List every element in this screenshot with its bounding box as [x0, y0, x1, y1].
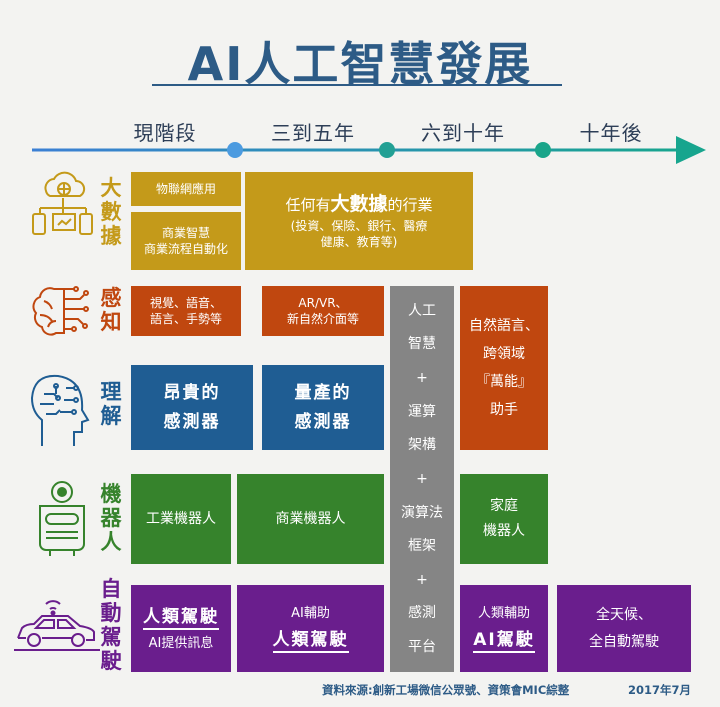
box-human-assisted-ai-driving: 人類輔助 AI駕駛: [460, 585, 548, 672]
box-business-intelligence: 商業智慧 商業流程自動化: [131, 212, 241, 270]
robot-icon: [30, 478, 94, 558]
box-vision-speech-gesture: 視覺、語音、 語言、手勢等: [131, 286, 241, 336]
phase-label-3-5-years: 三到五年: [271, 121, 355, 145]
box-human-driving-ai-info: 人類駕駛 AI提供訊息: [131, 585, 231, 672]
category-label-perception: 感知: [100, 286, 122, 334]
box-industrial-robots: 工業機器人: [131, 474, 231, 564]
timeline-marker-2: [379, 142, 395, 158]
category-label-understanding: 理解: [100, 380, 122, 428]
timeline-arrow: [32, 136, 706, 164]
phase-label-10-years-later: 十年後: [579, 121, 643, 145]
box-expensive-sensors: 昂貴的 感測器: [131, 365, 253, 450]
title-underline: [152, 84, 562, 86]
box-full-autonomous-driving: 全天候、 全自動駕駛: [557, 585, 691, 672]
category-label-robots: 機器人: [100, 482, 122, 554]
box-universal-assistant: 自然語言、 跨領域 『萬能』 助手: [460, 286, 548, 450]
box-ai-platform-stack: 人工 智慧 + 運算 架構 + 演算法 框架 + 感測 平台: [390, 286, 454, 672]
phase-label-6-10-years: 六到十年: [421, 121, 505, 145]
publication-date: 2017年7月: [628, 683, 692, 697]
box-any-big-data-industry: 任何有大數據的行業 (投資、保險、銀行、醫療 健康、教育等): [245, 172, 473, 270]
source-citation: 資料來源:創新工場微信公眾號、資策會MIC綜整: [322, 683, 570, 697]
box-iot-applications: 物聯網應用: [131, 172, 241, 206]
category-label-big-data: 大數據: [100, 176, 122, 248]
box-home-robots: 家庭 機器人: [460, 474, 548, 564]
box-ai-assisted-human-driving: AI輔助 人類駕駛: [237, 585, 384, 672]
box-mass-produced-sensors: 量產的 感測器: [262, 365, 384, 450]
page-title: AI人工智慧發展: [187, 37, 533, 91]
phase-label-now: 現階段: [133, 121, 197, 145]
cloud-network-icon: [28, 165, 98, 255]
head-circuit-icon: [30, 366, 96, 450]
box-commercial-robots: 商業機器人: [237, 474, 384, 564]
timeline-marker-1: [227, 142, 243, 158]
brain-circuit-icon: [32, 283, 96, 341]
box-ar-vr-natural-interface: AR/VR、 新自然介面等: [262, 286, 384, 336]
timeline-marker-3: [535, 142, 551, 158]
connected-car-icon: [12, 592, 102, 662]
category-label-autonomous-driving: 自動駕駛: [100, 577, 122, 673]
